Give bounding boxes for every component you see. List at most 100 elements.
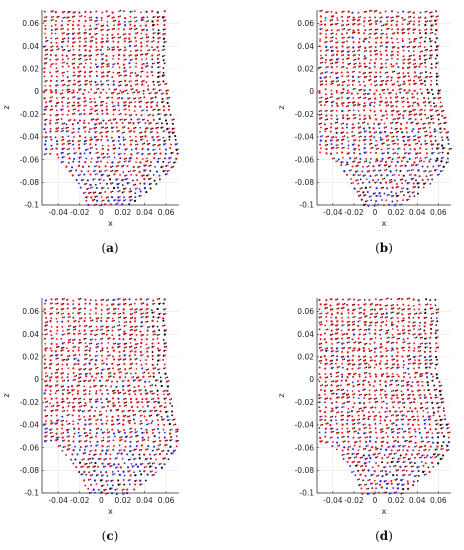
scatter-point xyxy=(424,65,427,68)
scatter-point xyxy=(379,195,382,198)
scatter-point xyxy=(123,410,125,412)
scatter-point xyxy=(357,23,360,26)
scatter-point xyxy=(413,195,416,197)
scatter-point xyxy=(64,16,66,19)
scatter-point xyxy=(428,76,431,79)
scatter-point xyxy=(330,114,333,117)
scatter-point xyxy=(62,349,64,351)
scatter-point xyxy=(62,108,64,110)
scatter-point xyxy=(430,372,433,376)
scatter-point xyxy=(133,320,136,323)
scatter-point xyxy=(106,445,109,448)
scatter-point xyxy=(89,101,91,104)
scatter-point xyxy=(330,89,333,92)
x-tick-label: -0.02 xyxy=(344,496,364,505)
scatter-point xyxy=(121,436,123,438)
scatter-point xyxy=(100,317,103,319)
scatter-point xyxy=(148,414,151,418)
scatter-point xyxy=(408,113,411,116)
scatter-point xyxy=(136,152,138,155)
scatter-point xyxy=(350,182,353,185)
scatter-point xyxy=(408,41,411,44)
scatter-point xyxy=(401,319,404,323)
scatter-point xyxy=(50,63,53,66)
scatter-point xyxy=(386,372,388,375)
scatter-point xyxy=(434,57,437,60)
scatter-point xyxy=(101,384,104,387)
scatter-point xyxy=(351,130,354,133)
scatter-point xyxy=(170,436,173,439)
x-tick-label: 0.02 xyxy=(115,496,132,505)
scatter-point xyxy=(166,101,169,105)
scatter-point xyxy=(404,18,406,21)
scatter-point xyxy=(61,392,65,396)
scatter-point xyxy=(320,109,322,112)
scatter-point xyxy=(116,183,119,186)
scatter-point xyxy=(416,182,419,185)
scatter-point xyxy=(341,333,344,336)
scatter-point xyxy=(373,359,376,362)
scatter-point xyxy=(84,484,87,487)
scatter-point xyxy=(385,164,388,166)
scatter-point xyxy=(134,308,137,311)
scatter-point xyxy=(146,448,149,450)
scatter-point xyxy=(132,97,135,100)
x-tick-label: 0.02 xyxy=(388,208,405,217)
scatter-point xyxy=(326,40,328,43)
scatter-point xyxy=(79,173,82,176)
scatter-point xyxy=(84,62,87,65)
y-tick-label: -0.04 xyxy=(295,421,315,430)
scatter-point xyxy=(373,110,376,113)
scatter-point xyxy=(50,138,53,141)
scatter-point xyxy=(163,333,167,336)
scatter-point xyxy=(415,113,418,115)
scatter-point xyxy=(67,339,70,342)
scatter-point xyxy=(117,401,120,404)
scatter-point xyxy=(92,465,95,469)
scatter-point xyxy=(118,130,120,132)
scatter-point xyxy=(90,418,92,420)
scatter-point xyxy=(142,312,144,314)
scatter-point xyxy=(61,11,64,14)
scatter-point xyxy=(326,29,329,31)
scatter-point xyxy=(350,169,353,171)
scatter-point xyxy=(395,122,398,125)
scatter-point xyxy=(406,100,410,104)
scatter-point xyxy=(67,367,70,370)
scatter-point xyxy=(156,419,159,422)
scatter-point xyxy=(106,126,109,129)
scatter-point xyxy=(130,303,133,305)
panel-caption: (a) xyxy=(101,241,118,255)
scatter-point xyxy=(113,24,115,27)
scatter-point xyxy=(80,473,83,476)
scatter-point xyxy=(119,89,122,92)
scatter-point xyxy=(330,32,333,35)
scatter-point xyxy=(61,101,64,104)
scatter-point xyxy=(142,92,145,95)
scatter-point xyxy=(106,431,109,434)
scatter-point xyxy=(341,109,344,113)
scatter-point xyxy=(352,114,355,117)
scatter-point xyxy=(137,151,140,154)
scatter-point xyxy=(150,182,153,185)
scatter-point xyxy=(129,23,132,26)
scatter-point xyxy=(363,62,366,65)
scatter-point xyxy=(379,136,382,139)
scatter-point xyxy=(89,354,91,357)
scatter-point xyxy=(376,144,378,146)
scatter-point xyxy=(49,319,52,323)
scatter-point xyxy=(157,49,160,52)
scatter-point xyxy=(425,316,427,319)
scatter-point xyxy=(393,173,396,176)
scatter-point xyxy=(166,385,170,388)
scatter-point xyxy=(335,347,339,350)
scatter-point xyxy=(94,299,97,302)
panel-caption-letter: c xyxy=(106,529,113,543)
scatter-point xyxy=(132,165,135,169)
scatter-point xyxy=(376,312,379,315)
scatter-point xyxy=(379,53,383,56)
scatter-point xyxy=(54,438,58,442)
scatter-point xyxy=(136,91,139,94)
scatter-point xyxy=(417,130,420,134)
scatter-point xyxy=(431,40,433,42)
